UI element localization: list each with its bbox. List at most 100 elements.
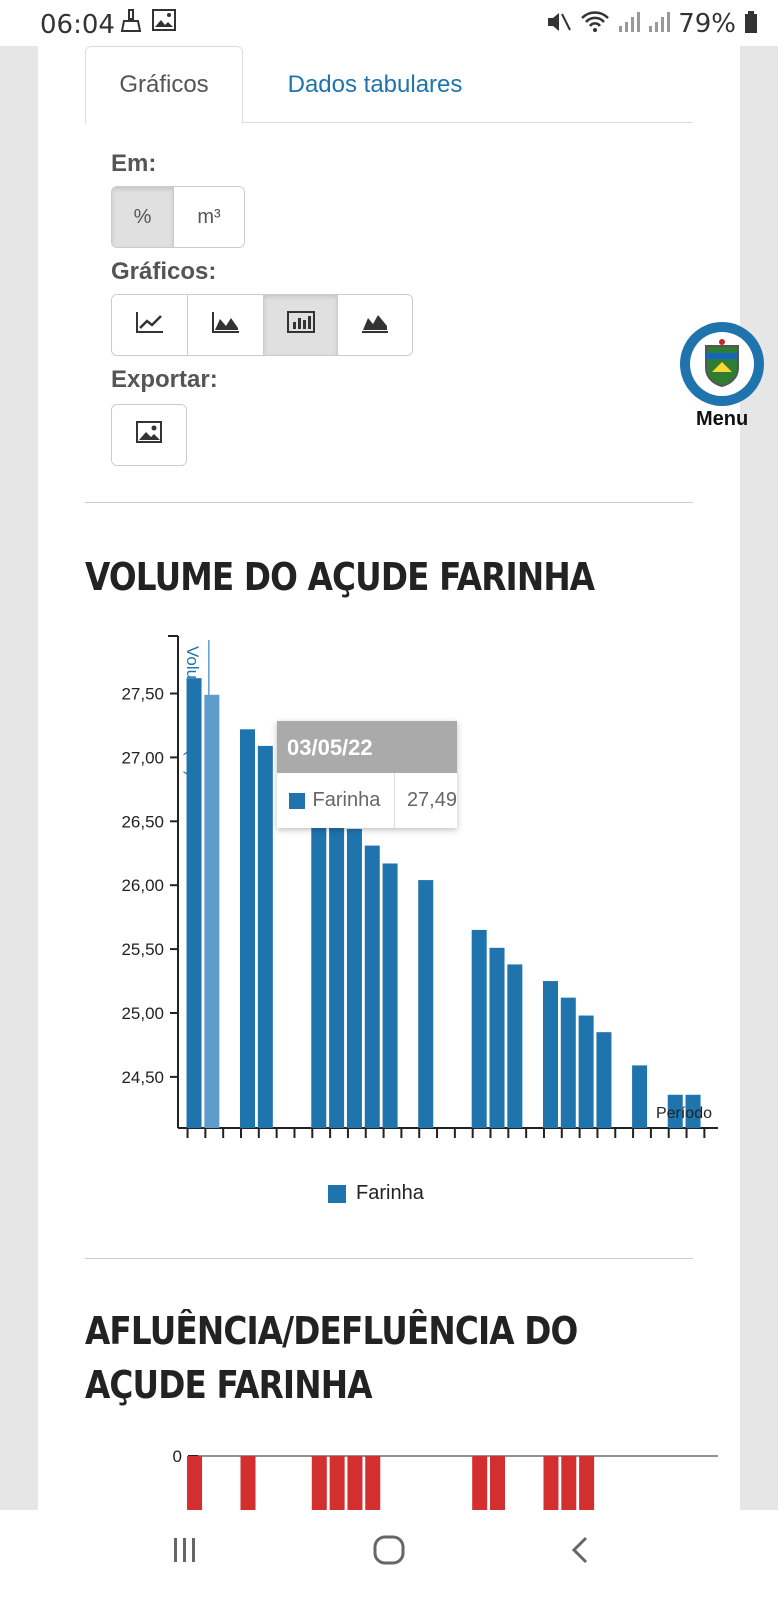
bar [187,1456,203,1510]
image-icon [152,9,176,39]
menu-button[interactable]: Menu [676,320,778,430]
home-icon [372,1535,406,1573]
tab-graficos[interactable]: Gráficos [85,46,243,124]
bar [186,678,202,1128]
y-tick-label: 26,00 [121,876,164,895]
bar [542,981,558,1128]
stacked-area-chart-icon [360,310,390,340]
bar [632,1065,648,1128]
bar-chart-button[interactable] [264,295,338,355]
bar [543,1456,559,1510]
y-tick-label: 25,50 [121,940,164,959]
y-tick-label: 0 [173,1447,182,1466]
tooltip-swatch [289,792,305,809]
stacked-area-chart-button[interactable] [338,295,412,355]
chart-types-label: Gráficos: [111,258,217,285]
bar [346,828,362,1128]
divider [85,502,693,503]
crest-icon [690,332,754,396]
bar [561,1456,577,1510]
tooltip-value: 27,49 [406,789,457,811]
wifi-icon [580,10,610,38]
status-bar: 06:04 79% [0,0,778,46]
bar [472,1456,488,1510]
legend-swatch [328,1184,346,1203]
afluencia-chart: 0 [98,1436,718,1510]
volume-chart-svg: 24,50 25,00 25,50 26,00 26,50 27,00 27,50 02/05… [121,635,718,1162]
bar [311,1456,327,1510]
mute-icon [546,10,572,38]
bar [507,964,523,1128]
signal-icon [648,10,671,38]
units-toggle: % m³ [111,186,245,248]
tab-label: Gráficos [119,71,209,98]
image-export-icon [135,420,163,450]
x-tick-label: 20/05/22 [480,1143,546,1146]
y-axis-label: Volume de ... (%) [183,646,202,776]
bar [240,729,256,1128]
volume-chart: 24,50 25,00 25,50 26,00 26,50 27,00 27,50 02/05… [98,616,718,1162]
export-group [111,404,187,466]
bar [578,1015,594,1128]
bar [364,845,380,1128]
bar [418,880,434,1128]
area-chart-icon [211,310,241,340]
tab-dados-tabulares[interactable]: Dados tabulares [265,46,485,123]
export-label: Exportar: [111,366,218,393]
tab-bar: Gráficos Dados tabulares [85,46,693,124]
bar [489,947,505,1128]
page-content: Gráficos Dados tabulares Em: % m³ Gráfic… [38,46,740,1510]
chart-tooltip: 03/05/22 Farinha 27,49 [277,721,457,828]
y-tick-label: 24,50 [121,1068,164,1087]
navigation-bar [0,1510,778,1600]
x-tick-label: 29/05/22 [640,1143,706,1146]
bar [311,800,327,1128]
battery-icon [744,10,758,38]
area-chart-button[interactable] [188,295,264,355]
bar [347,1456,363,1510]
tab-label: Dados tabulares [287,70,463,98]
section-title-volume: VOLUME DO AÇUDE FARINHA [85,555,595,599]
back-button[interactable] [550,1532,610,1576]
chart-legend[interactable]: Farinha [328,1182,424,1205]
home-button[interactable] [359,1532,419,1576]
y-tick-label: 27,50 [121,685,164,704]
x-tick-label: 11/05/22 [320,1143,385,1146]
bar [579,1456,595,1510]
chart-type-toggle [111,294,413,356]
bar [204,694,220,1128]
bar [560,997,576,1128]
line-chart-button[interactable] [112,295,188,355]
units-label: Em: [111,150,157,177]
divider [85,1258,693,1259]
recent-apps-icon [170,1536,200,1572]
status-time: 06:04 [40,10,115,40]
menu-label: Menu [696,408,749,430]
legend-label: Farinha [356,1182,424,1204]
unit-percent-button[interactable]: % [112,187,174,247]
x-axis-label: Período [656,1105,712,1122]
bar-chart-icon [286,310,316,340]
section-title-afluencia: AFLUÊNCIA/DEFLUÊNCIA DO AÇUDE FARINHA [85,1309,578,1407]
broom-icon [120,9,142,39]
export-image-button[interactable] [112,405,186,465]
signal-icon [618,10,641,38]
tooltip-date: 03/05/22 [277,721,457,773]
bar [382,863,398,1128]
back-icon [568,1535,592,1573]
bar [596,1032,612,1128]
y-tick-label: 25,00 [121,1004,164,1023]
y-tick-label: 26,50 [121,812,164,831]
bar [365,1456,381,1510]
bar [240,1456,256,1510]
y-tick-label: 27,00 [121,748,164,767]
tooltip-series: Farinha [312,789,381,811]
recent-apps-button[interactable] [155,1532,215,1576]
bar [490,1456,506,1510]
unit-m3-button[interactable]: m³ [174,187,244,247]
bar [329,813,345,1128]
battery-level: 79% [678,9,736,39]
bar [685,1094,701,1128]
bar [329,1456,345,1510]
x-tick-label: 02/05/22 [159,1143,225,1146]
